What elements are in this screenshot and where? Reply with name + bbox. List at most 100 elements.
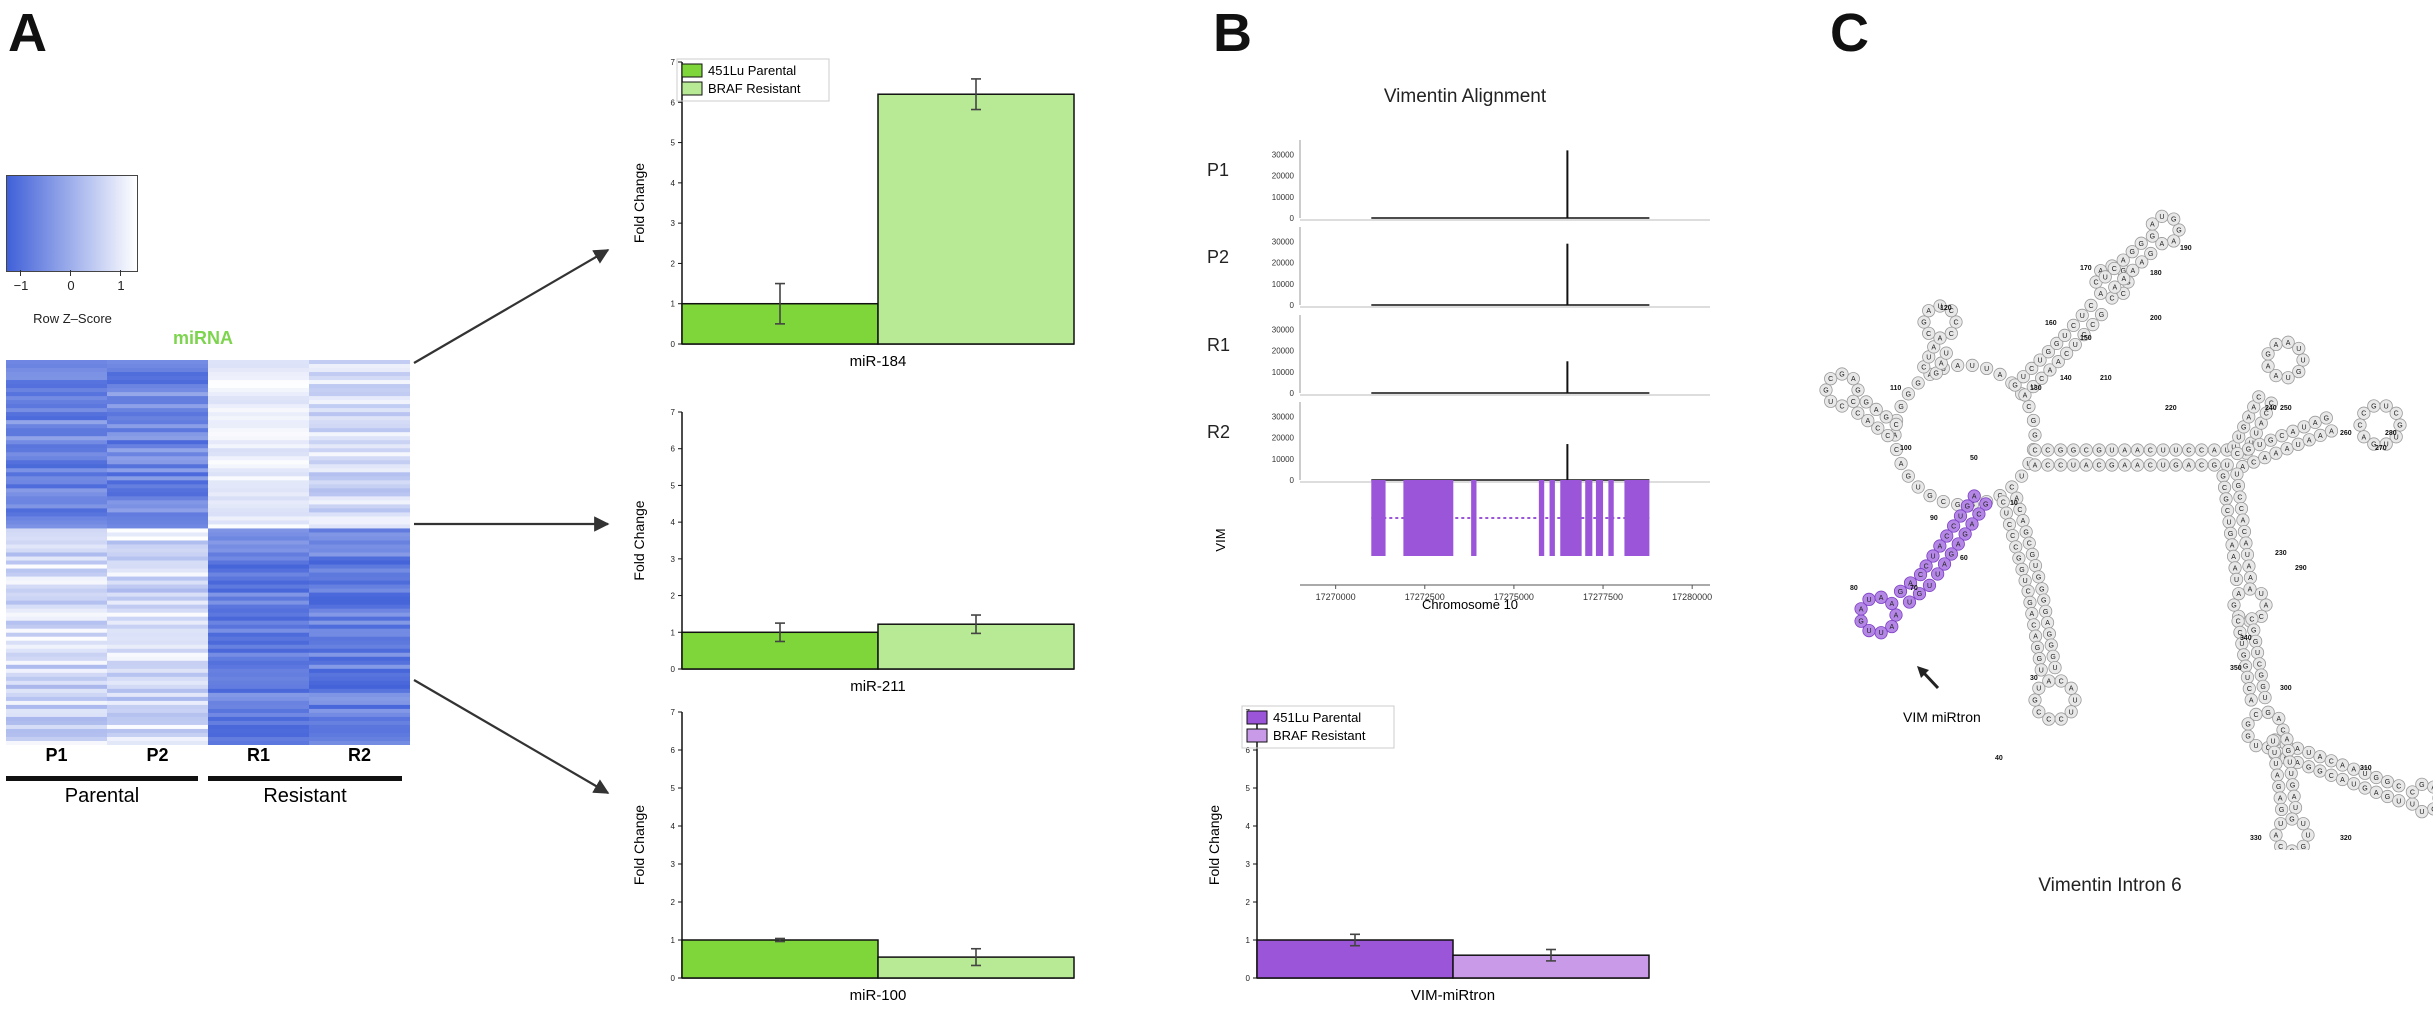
heatmap-cell: [309, 400, 410, 405]
exon: [1403, 480, 1454, 556]
nucleotide: [1911, 376, 1925, 390]
nucleotide: [1933, 539, 1947, 553]
heatmap-cell: [107, 676, 209, 682]
heatmap-cell: [6, 684, 108, 690]
heatmap-cell: [208, 664, 310, 670]
nucleotide: [2182, 458, 2196, 472]
nucleotide-letter: C: [1839, 404, 1844, 411]
heatmap-cell: [6, 396, 108, 401]
nucleotide-letter: G: [2035, 645, 2040, 652]
heatmap-cell: [309, 688, 410, 694]
nucleotide-letter: A: [1851, 376, 1856, 383]
nucleotide-letter: C: [2237, 630, 2242, 637]
track-y-tick: 0: [1290, 301, 1295, 310]
heatmap-cell: [6, 604, 108, 610]
nucleotide-letter: G: [2030, 552, 2035, 559]
nucleotide: [2169, 443, 2183, 457]
heatmap-cell: [107, 448, 209, 453]
y-tick-label: 0: [1246, 974, 1251, 983]
nucleotide-letter: G: [1858, 619, 1863, 626]
nucleotide-letter: A: [2274, 342, 2279, 349]
nucleotide-letter: U: [2255, 650, 2260, 657]
nucleotide-letter: G: [1949, 551, 1954, 558]
nucleotide-letter: G: [2099, 312, 2104, 319]
nucleotide: [1944, 326, 1958, 340]
heatmap-cell: [208, 580, 310, 586]
position-label: 310: [2360, 765, 2372, 772]
nucleotide-letter: A: [1874, 407, 1879, 414]
bar: [877, 93, 1075, 345]
heatmap-cell: [309, 520, 410, 526]
y-tick-label: 5: [671, 481, 676, 490]
heatmap-cell: [208, 704, 310, 710]
nucleotide: [2156, 443, 2170, 457]
heatmap-cell: [208, 400, 310, 405]
nucleotide: [2084, 298, 2098, 312]
heatmap-cell: [208, 624, 310, 630]
heatmap-cell: [208, 444, 310, 449]
nucleotide-letter: A: [1956, 541, 1961, 548]
heatmap-cell: [107, 512, 209, 518]
heatmap-cell: [107, 660, 209, 666]
nucleotide-letter: A: [2247, 564, 2252, 571]
heatmap-cell: [107, 548, 209, 554]
nucleotide-letter: C: [2266, 745, 2271, 752]
nucleotide-letter: G: [2220, 473, 2225, 480]
nucleotide: [2079, 443, 2093, 457]
nucleotide: [2405, 785, 2419, 799]
nucleotide: [1846, 372, 1860, 386]
heatmap-cell: [309, 480, 410, 485]
heatmap-cell: [208, 608, 310, 614]
heatmap-cell: [6, 640, 108, 646]
zscore-tick: −1: [13, 278, 29, 293]
nucleotide: [2319, 411, 2333, 425]
y-axis-label: Fold Change: [631, 500, 647, 580]
nucleotide: [2253, 438, 2267, 452]
nucleotide: [2207, 443, 2221, 457]
alignment-title: Vimentin Alignment: [1383, 86, 1547, 107]
nucleotide-letter: C: [1885, 433, 1890, 440]
heatmap-cell: [107, 708, 209, 714]
nucleotide-letter: C: [2059, 717, 2064, 724]
heatmap-cell: [6, 472, 108, 477]
nucleotide: [1889, 442, 1904, 457]
nucleotide: [2230, 446, 2245, 461]
nucleotide: [1940, 529, 1954, 543]
x-axis-label: VIM-miRtron: [1411, 987, 1495, 1004]
nucleotide: [2144, 246, 2158, 261]
heatmap-cell: [309, 656, 410, 662]
heatmap-cell: [309, 424, 410, 429]
nucleotide-letter: A: [2274, 451, 2279, 458]
nucleotide-letter: G: [2096, 448, 2101, 455]
nucleotide: [2357, 430, 2371, 444]
nucleotide-letter: G: [2054, 341, 2059, 348]
nucleotide-letter: U: [2305, 833, 2310, 840]
nucleotide-letter: G: [1855, 388, 1860, 395]
heatmap-cell: [107, 628, 209, 634]
heatmap-cell: [309, 728, 410, 734]
nucleotide-letter: A: [2171, 238, 2176, 245]
nucleotide-letter: G: [2121, 268, 2126, 275]
heatmap-cell: [107, 692, 209, 698]
heatmap-cell: [309, 620, 410, 626]
position-label: 210: [2100, 375, 2112, 382]
nucleotide-letter: G: [2265, 351, 2270, 358]
nucleotide: [1824, 394, 1838, 408]
nucleotide-letter: C: [2013, 544, 2018, 551]
nucleotide-letter: U: [2225, 448, 2230, 455]
bar-chart-mir184: Fold Change miR-184 0 1 2 3 4 5 6 7 451Lu Paren…: [631, 58, 1075, 370]
nucleotide-letter: A: [2122, 448, 2127, 455]
position-label: 180: [2150, 270, 2162, 277]
nucleotide: [1871, 421, 1885, 435]
x-tick-label: 17275000: [1494, 592, 1534, 602]
heatmap-column-labels: P1 P2 R1 R2: [6, 745, 410, 769]
nucleotide-letter: C: [2148, 463, 2153, 470]
nucleotide-letter: U: [2031, 384, 2036, 391]
nucleotide-letter: C: [2186, 448, 2191, 455]
nucleotide-letter: U: [1941, 366, 1946, 373]
heatmap-cell: [107, 736, 209, 742]
heatmap-cell: [309, 592, 410, 598]
heatmap-cell: [6, 536, 108, 542]
heatmap-cell: [107, 632, 209, 638]
